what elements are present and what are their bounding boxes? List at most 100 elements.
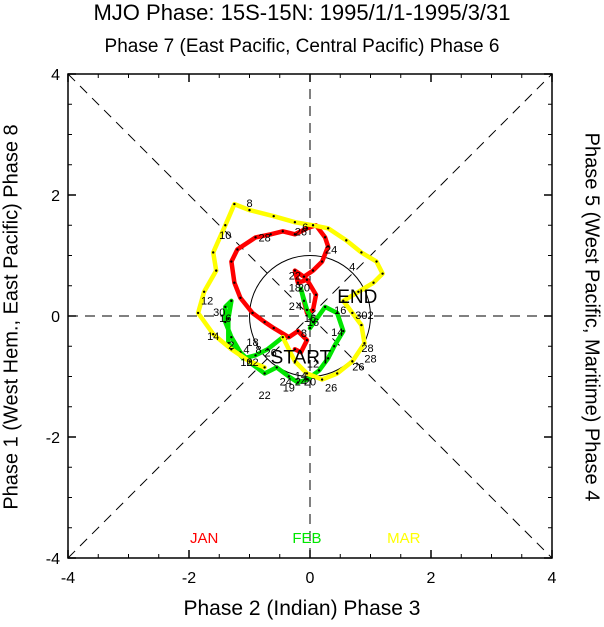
day-label: 28 [364, 353, 376, 365]
day-point [224, 320, 227, 324]
day-label: 24 [295, 376, 307, 388]
legend-entry-mar: MAR [387, 530, 421, 547]
day-point [311, 320, 315, 324]
y-tick-label: -2 [46, 430, 60, 447]
day-label: 24 [280, 376, 292, 388]
day-point [230, 335, 233, 339]
day-point [263, 372, 266, 375]
day-point [296, 329, 300, 333]
day-label: 14 [207, 331, 219, 343]
day-point [323, 236, 327, 239]
day-point [296, 281, 300, 284]
day-label: 26 [295, 226, 307, 238]
day-point [333, 345, 336, 348]
day-label: 28 [259, 232, 271, 244]
day-label: 2 [367, 310, 373, 322]
day-point [305, 278, 309, 281]
day-label: 22 [259, 390, 271, 402]
top-axis-label: Phase 7 (East Pacific, Central Pacific) … [104, 36, 500, 57]
day-point [230, 348, 233, 351]
day-point [196, 311, 200, 315]
day-point [263, 366, 266, 369]
day-label: 16 [219, 313, 231, 325]
series-line-jan [229, 223, 331, 355]
day-point [323, 305, 327, 309]
day-point [326, 245, 330, 248]
day-point [342, 329, 345, 333]
chart-title: MJO Phase: 15S-15N: 1995/1/1-1995/3/31 [93, 0, 511, 25]
day-label: 4 [349, 262, 355, 274]
day-label: 22 [289, 271, 301, 283]
day-point [281, 230, 284, 233]
day-point [336, 311, 339, 315]
day-label: 10 [219, 230, 231, 242]
day-point [272, 326, 275, 330]
day-label: 14 [331, 327, 343, 339]
day-label: 22 [246, 357, 258, 369]
day-label: 18 [246, 337, 258, 349]
x-tick-label: -4 [61, 570, 75, 587]
day-point [311, 308, 315, 312]
day-point [293, 348, 297, 351]
day-point [236, 248, 239, 251]
day-label: 10 [240, 357, 252, 369]
day-point [342, 299, 345, 303]
x-tick-label: 4 [548, 570, 557, 587]
day-point [293, 269, 297, 272]
x-axis-label: Phase 2 (Indian) Phase 3 [183, 597, 421, 620]
day-point [326, 357, 330, 360]
day-label: 14 [295, 370, 307, 382]
day-point [351, 311, 354, 315]
day-point [351, 360, 354, 363]
y-tick-label: 0 [51, 309, 60, 326]
day-point [381, 272, 384, 275]
y-tick-label: -4 [46, 551, 60, 568]
day-point [272, 214, 275, 218]
day-point [375, 260, 378, 263]
day-point [302, 299, 306, 303]
day-label: 6 [302, 222, 308, 234]
day-point [293, 233, 297, 236]
x-tick-label: 0 [306, 570, 315, 587]
day-point [314, 293, 318, 297]
y-tick-label: 4 [51, 67, 60, 84]
day-label: 16 [334, 305, 346, 317]
day-label: 2 [289, 301, 295, 313]
day-label: 4 [296, 301, 302, 313]
day-point [305, 378, 309, 381]
day-label: 16 [307, 317, 319, 329]
day-point [308, 326, 312, 330]
day-point [266, 348, 269, 351]
day-point [305, 372, 309, 375]
day-point [254, 354, 257, 357]
day-point [248, 360, 251, 363]
day-label: 20 [298, 283, 310, 295]
day-point [345, 239, 348, 242]
day-point [248, 208, 251, 212]
day-point [254, 236, 257, 239]
day-point [305, 308, 309, 312]
x-tick-label: 2 [427, 570, 436, 587]
day-point [263, 320, 266, 324]
day-label: 18 [289, 283, 301, 295]
day-point [320, 260, 324, 263]
y-tick-label: 2 [51, 188, 60, 205]
end-label: END [337, 287, 377, 308]
day-point [227, 317, 230, 321]
day-point [293, 360, 297, 363]
day-point [326, 227, 330, 230]
day-point [230, 260, 233, 263]
day-point [239, 296, 242, 300]
day-label: 26 [352, 361, 364, 373]
day-label: 12 [307, 358, 319, 370]
day-point [372, 281, 375, 284]
legend-entry-jan: JAN [190, 530, 218, 547]
day-point [311, 269, 315, 272]
day-point [287, 335, 291, 339]
day-point [305, 227, 309, 230]
x-tick-label: -2 [182, 570, 196, 587]
day-label: 26 [265, 347, 277, 359]
day-point [287, 375, 291, 378]
day-point [302, 275, 306, 278]
